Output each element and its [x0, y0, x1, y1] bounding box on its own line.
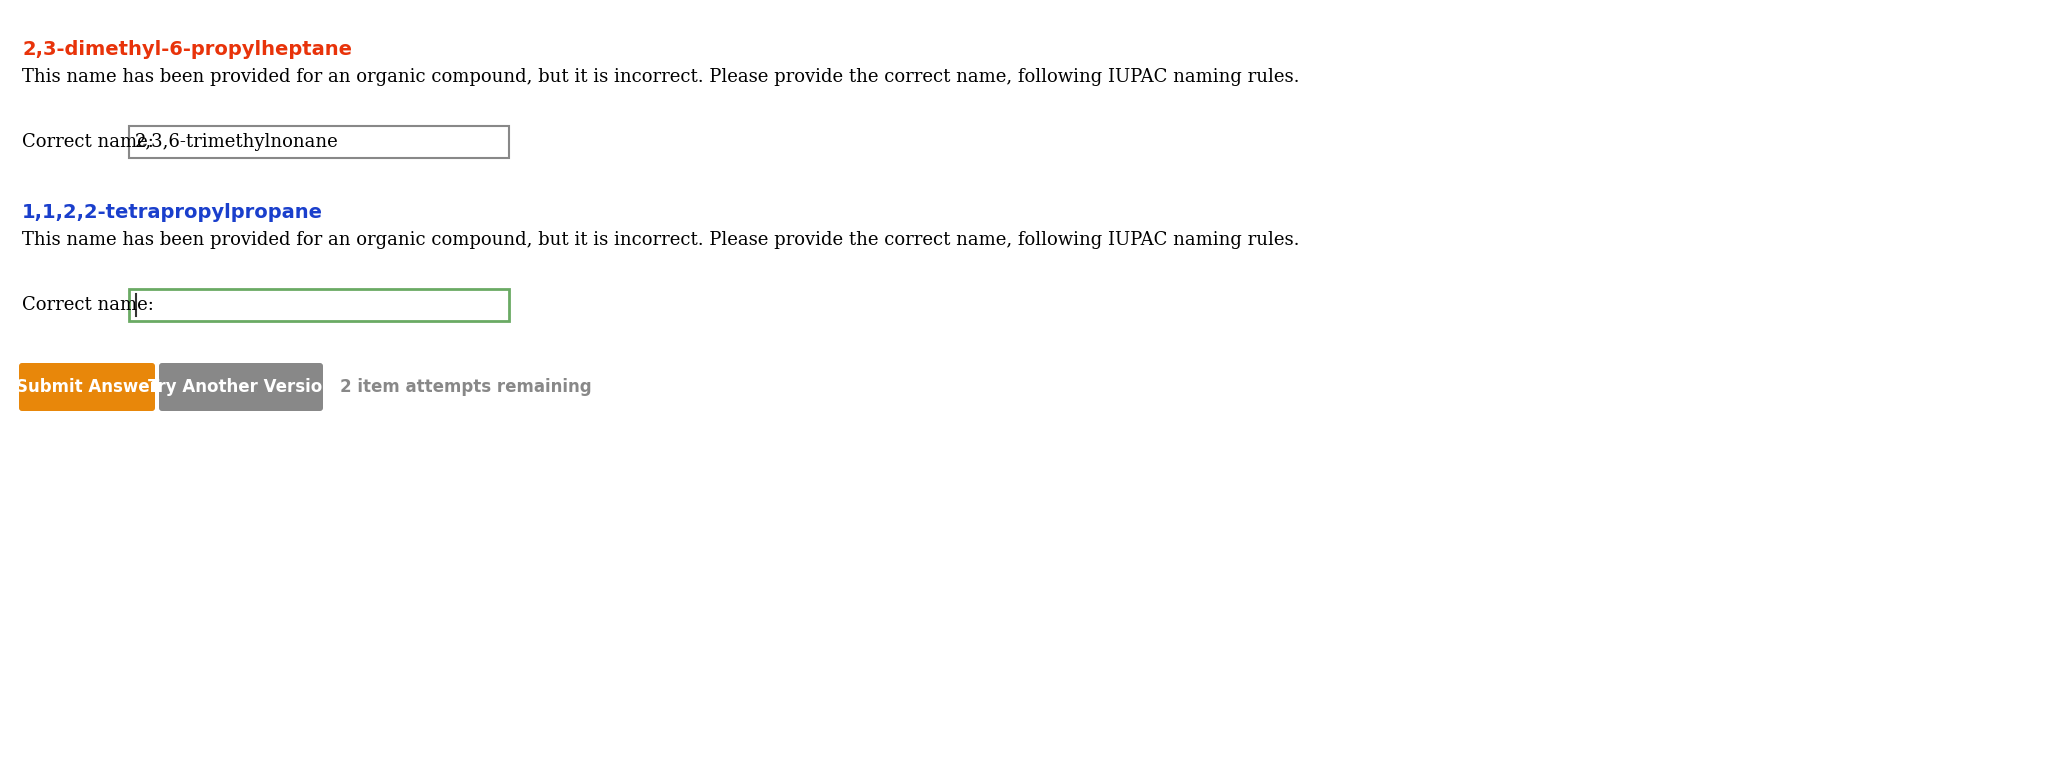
Text: 2,3-dimethyl-6-propylheptane: 2,3-dimethyl-6-propylheptane	[23, 40, 351, 59]
FancyBboxPatch shape	[19, 363, 155, 411]
Text: This name has been provided for an organic compound, but it is incorrect. Please: This name has been provided for an organ…	[23, 68, 1300, 86]
FancyBboxPatch shape	[128, 126, 508, 158]
Text: 2 item attempts remaining: 2 item attempts remaining	[341, 378, 591, 396]
Text: This name has been provided for an organic compound, but it is incorrect. Please: This name has been provided for an organ…	[23, 231, 1300, 249]
FancyBboxPatch shape	[128, 289, 508, 321]
Text: 2,3,6-trimethylnonane: 2,3,6-trimethylnonane	[134, 133, 339, 151]
Text: Try Another Version: Try Another Version	[149, 378, 335, 396]
Text: 1,1,2,2-tetrapropylpropane: 1,1,2,2-tetrapropylpropane	[23, 203, 322, 222]
Text: Correct name:: Correct name:	[23, 296, 153, 314]
Text: Submit Answer: Submit Answer	[17, 378, 157, 396]
FancyBboxPatch shape	[159, 363, 322, 411]
Text: Correct name:: Correct name:	[23, 133, 153, 151]
